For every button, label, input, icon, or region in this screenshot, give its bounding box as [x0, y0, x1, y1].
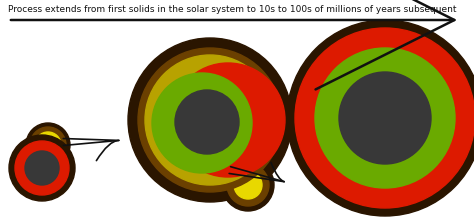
Circle shape	[35, 132, 61, 158]
Circle shape	[222, 159, 274, 211]
Circle shape	[26, 123, 70, 167]
Circle shape	[9, 135, 75, 201]
Circle shape	[287, 20, 474, 216]
Circle shape	[315, 48, 455, 188]
Circle shape	[15, 141, 69, 195]
Circle shape	[295, 28, 474, 208]
Circle shape	[227, 164, 269, 206]
Circle shape	[25, 151, 59, 185]
Circle shape	[138, 48, 282, 192]
Circle shape	[339, 72, 431, 164]
Circle shape	[128, 38, 292, 202]
Circle shape	[30, 127, 66, 163]
Circle shape	[171, 63, 285, 177]
Circle shape	[152, 73, 252, 173]
Circle shape	[145, 55, 275, 185]
Text: Process extends from first solids in the solar system to 10s to 100s of millions: Process extends from first solids in the…	[8, 5, 456, 14]
Circle shape	[234, 171, 262, 199]
Circle shape	[175, 90, 239, 154]
